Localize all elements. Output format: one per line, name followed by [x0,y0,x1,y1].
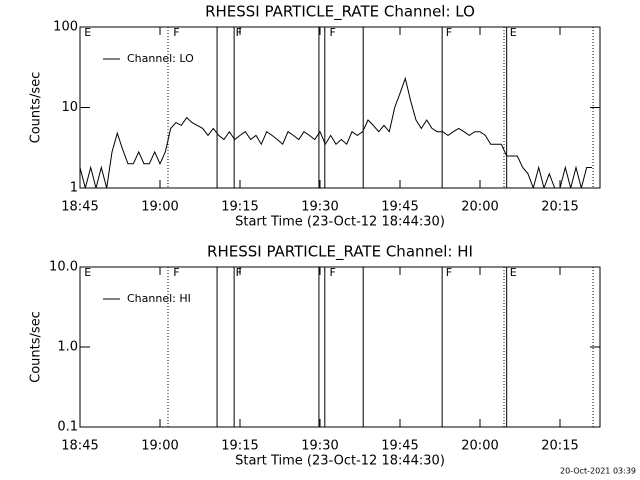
flag-label: F [446,26,452,39]
chart-title: RHESSI PARTICLE_RATE Channel: HI [207,243,473,262]
footer-timestamp: 20-Oct-2021 03:39 [560,467,636,476]
y-axis-label: Counts/sec [29,311,44,383]
flag-label: E [84,266,91,279]
x-tick-label: 19:15 [221,200,258,215]
flag-label: E [510,26,517,39]
flag-label: F [330,266,336,279]
x-axis-label: Start Time (23-Oct-12 18:44:30) [235,215,445,230]
flag-label: E [84,26,91,39]
y-tick-label: 10 [61,100,78,115]
x-axis-label: Start Time (23-Oct-12 18:44:30) [235,454,445,469]
x-tick-label: 19:00 [141,439,178,454]
y-tick-label: 100 [53,20,78,35]
chart-title: RHESSI PARTICLE_RATE Channel: LO [205,3,475,22]
y-tick-label: 1.0 [57,340,78,355]
x-tick-label: 20:15 [541,439,578,454]
legend-label: Channel: LO [127,52,194,65]
x-tick-label: 19:00 [141,200,178,215]
y-tick-label: 10.0 [49,260,78,275]
x-tick-label: 19:15 [221,439,258,454]
x-tick-label: 19:30 [301,439,338,454]
flag-label: F [236,26,242,39]
flag-label: F [173,26,179,39]
flag-label: F [446,266,452,279]
flag-label: F [236,266,242,279]
x-tick-label: 20:15 [541,200,578,215]
y-axis-label: Counts/sec [29,72,44,144]
x-tick-label: 20:00 [461,200,498,215]
y-tick-label: 0.1 [57,420,78,435]
flag-label: E [510,266,517,279]
x-tick-label: 18:45 [61,200,98,215]
series-line [80,76,592,188]
plot-frame [79,266,601,428]
plot-area [80,76,592,188]
x-tick-label: 18:45 [61,439,98,454]
flag-label: F [173,266,179,279]
x-tick-label: 19:45 [381,200,418,215]
x-tick-label: 20:00 [461,439,498,454]
flag-label: F [330,26,336,39]
legend-label: Channel: HI [127,292,191,305]
x-tick-label: 19:30 [301,200,338,215]
x-tick-label: 19:45 [381,439,418,454]
y-tick-label: 1 [70,181,78,196]
